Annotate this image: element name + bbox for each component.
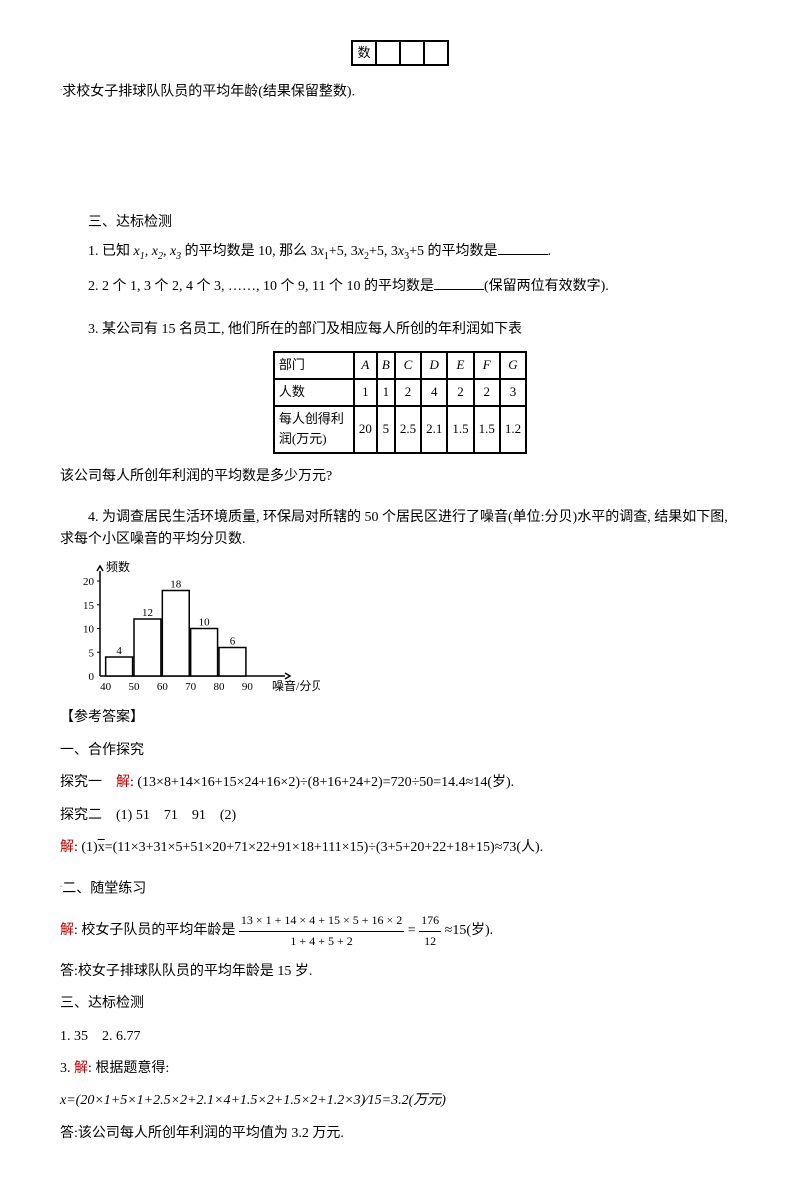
jie-label: 解 xyxy=(74,1061,88,1076)
svg-text:18: 18 xyxy=(170,579,182,591)
row-label: 每人创得利润(万元) xyxy=(274,406,354,454)
profit-table: 部门 A B C D E F G 人数 1 1 2 4 2 2 3 每人创得利润… xyxy=(273,351,527,454)
p2-suffix: ≈15(岁). xyxy=(445,923,494,938)
p2-solution: 解: 校女子队员的平均年龄是 13 × 1 + 14 × 4 + 15 × 5 … xyxy=(60,911,740,950)
svg-text:10: 10 xyxy=(83,624,95,636)
table-cell: 1 xyxy=(377,379,395,406)
tan2-part1: (1) 51 71 91 (2) xyxy=(116,808,236,823)
table-cell xyxy=(424,41,448,65)
svg-text:70: 70 xyxy=(185,681,197,693)
table-cell: 2 xyxy=(474,379,500,406)
a3-intro: : 根据题意得: xyxy=(88,1061,169,1076)
table-cell: 4 xyxy=(421,379,447,406)
table-cell: 2 xyxy=(395,379,421,406)
q1-end: . xyxy=(548,244,552,259)
table-cell xyxy=(400,41,424,65)
a3-calc: x=(20×1+5×1+2.5×2+2.1×4+1.5×2+1.5×2+1.2×… xyxy=(60,1090,740,1112)
table-cell: 2.1 xyxy=(421,406,447,454)
a3-answer: 答:该公司每人所创年利润的平均值为 3.2 万元. xyxy=(60,1123,740,1145)
svg-text:6: 6 xyxy=(230,636,236,648)
p2-prefix: : 校女子队员的平均年龄是 xyxy=(74,923,235,938)
row-label: 人数 xyxy=(274,379,354,406)
p2-mid: = xyxy=(408,923,419,938)
svg-text:90: 90 xyxy=(242,681,254,693)
table-cell: 1.5 xyxy=(447,406,473,454)
table-header: F xyxy=(474,352,500,379)
table-cell: 数 xyxy=(352,41,376,65)
tan1-text: : (13×8+14×16+15×24+16×2)÷(8+16+24+2)=72… xyxy=(130,775,514,790)
table-header: B xyxy=(377,352,395,379)
a3-calc-text: =(20×1+5×1+2.5×2+2.1×4+1.5×2+1.5×2+1.2×3… xyxy=(66,1093,446,1108)
q1-vars: x1, x2, x3 xyxy=(134,244,182,259)
blank-2 xyxy=(434,275,484,290)
svg-text:50: 50 xyxy=(129,681,141,693)
svg-text:20: 20 xyxy=(83,576,95,588)
frac-num: 13 × 1 + 14 × 4 + 15 × 5 + 16 × 2 xyxy=(239,911,404,931)
fraction-2: 176 12 xyxy=(419,911,441,950)
frac2-den: 12 xyxy=(419,932,441,951)
tan2-sol: : (1)x=(11×3+31×5+51×20+71×22+91×18+111×… xyxy=(74,840,543,855)
tan1-label: 探究一 xyxy=(60,775,102,790)
table-header: C xyxy=(395,352,421,379)
table-header: E xyxy=(447,352,473,379)
a3-label: 3. xyxy=(60,1061,71,1076)
table-cell: 3 xyxy=(500,379,526,406)
svg-text:60: 60 xyxy=(157,681,169,693)
jie-label: 解 xyxy=(116,775,130,790)
answers-sec3-title: 三、达标检测 xyxy=(60,993,740,1015)
svg-text:0: 0 xyxy=(89,671,95,683)
table-header: D xyxy=(421,352,447,379)
table-cell: 2 xyxy=(447,379,473,406)
jie-label: 解 xyxy=(60,923,74,938)
tan2-line2: 解: (1)x=(11×3+31×5+51×20+71×22+91×18+111… xyxy=(60,837,740,859)
q1-prefix: 1. 已知 xyxy=(88,244,134,259)
q1-mid: 的平均数是 10, 那么 3x1+5, 3x2+5, 3x3+5 的平均数是 xyxy=(181,244,497,259)
answers-sec2-title: .二、随堂练习 xyxy=(60,877,740,901)
question-intro: .求校女子排球队队员的平均年龄(结果保留整数). xyxy=(60,80,740,104)
svg-text:5: 5 xyxy=(89,648,95,660)
table-cell: 2.5 xyxy=(395,406,421,454)
table-cell xyxy=(376,41,400,65)
table-header: G xyxy=(500,352,526,379)
svg-text:频数: 频数 xyxy=(106,561,130,574)
table-cell: 20 xyxy=(354,406,377,454)
table-cell: 5 xyxy=(377,406,395,454)
svg-text:80: 80 xyxy=(214,681,226,693)
p2-answer: 答:校女子排球队队员的平均年龄是 15 岁. xyxy=(60,961,740,983)
table-cell: 1 xyxy=(354,379,377,406)
question-1: 1. 已知 x1, x2, x3 的平均数是 10, 那么 3x1+5, 3x2… xyxy=(60,240,740,265)
answers-sec1-title: 一、合作探究 xyxy=(60,740,740,762)
histogram-chart: 5 10 15 20 0 40 50 60 70 80 90 4 12 18 10 6 频数噪音/分贝 xyxy=(60,561,740,701)
svg-text:10: 10 xyxy=(199,617,211,629)
fraction-1: 13 × 1 + 14 × 4 + 15 × 5 + 16 × 2 1 + 4 … xyxy=(239,911,404,950)
table-header: A xyxy=(354,352,377,379)
frac-den: 1 + 4 + 5 + 2 xyxy=(239,932,404,951)
section-3-title: 三、达标检测 xyxy=(60,212,740,234)
question-3-text: 该公司每人所创年利润的平均数是多少万元? xyxy=(60,466,740,488)
svg-text:40: 40 xyxy=(100,681,112,693)
q2-note: (保留两位有效数字). xyxy=(484,279,609,294)
svg-text:15: 15 xyxy=(83,600,95,612)
tan1-line: 探究一 解: (13×8+14×16+15×24+16×2)÷(8+16+24+… xyxy=(60,772,740,794)
question-3-intro: 3. 某公司有 15 名员工, 他们所在的部门及相应每人所创的年利润如下表 xyxy=(60,319,740,341)
svg-text:12: 12 xyxy=(142,607,153,619)
blank-1 xyxy=(498,240,548,255)
top-header-table: 数 xyxy=(351,40,449,66)
question-4: 4. 为调查居民生活环境质量, 环保局对所辖的 50 个居民区进行了噪音(单位:… xyxy=(60,507,740,552)
table-cell: 1.2 xyxy=(500,406,526,454)
tan2-line1: 探究二 (1) 51 71 91 (2) xyxy=(60,805,740,827)
a1-a2: 1. 35 2. 6.77 xyxy=(60,1026,740,1048)
tan2-label: 探究二 xyxy=(60,808,102,823)
svg-text:4: 4 xyxy=(116,645,122,657)
frac2-num: 176 xyxy=(419,911,441,931)
table-header: 部门 xyxy=(274,352,354,379)
question-text: 求校女子排球队队员的平均年龄(结果保留整数). xyxy=(62,85,355,100)
svg-text:噪音/分贝: 噪音/分贝 xyxy=(272,678,320,693)
answers-header: 【参考答案】 xyxy=(60,707,740,729)
table-cell: 1.5 xyxy=(474,406,500,454)
jie-label: 解 xyxy=(60,840,74,855)
question-2: 2. 2 个 1, 3 个 2, 4 个 3, ……, 10 个 9, 11 个… xyxy=(60,275,740,298)
q2-text: 2. 2 个 1, 3 个 2, 4 个 3, ……, 10 个 9, 11 个… xyxy=(88,279,434,294)
a3-line1: 3. 解: 根据题意得: xyxy=(60,1058,740,1080)
